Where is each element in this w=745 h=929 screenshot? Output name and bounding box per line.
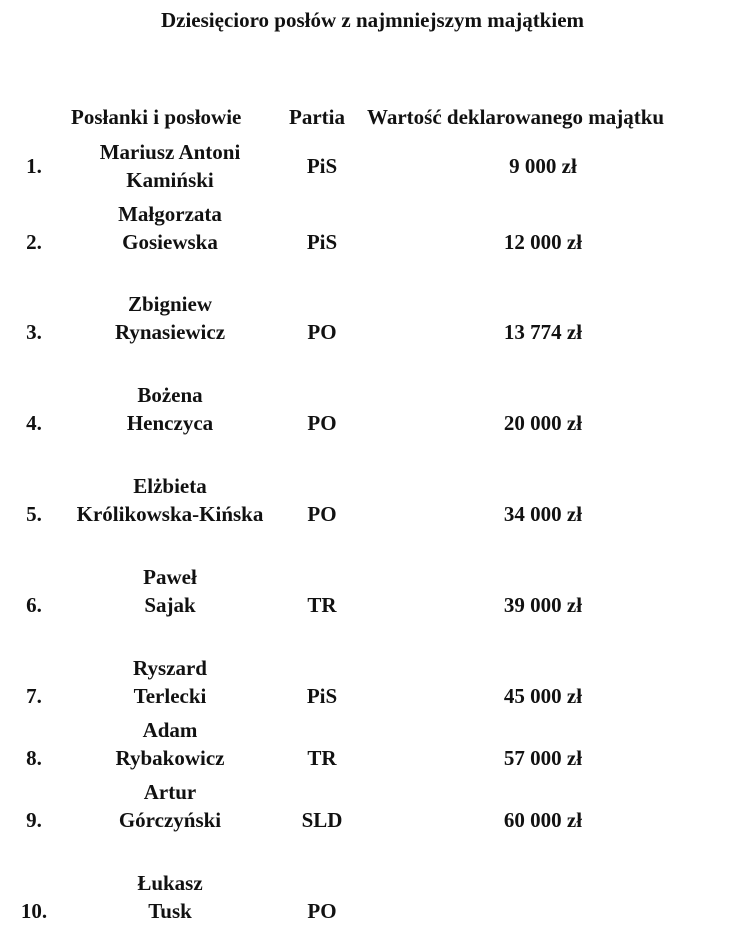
first-name: Zbigniew <box>127 292 213 316</box>
row-number: 4. <box>26 411 42 435</box>
asset-value: 45 000 zł <box>503 684 583 708</box>
member-name: Małgorzata Gosiewska <box>50 200 290 256</box>
last-name: Rynasiewicz <box>114 320 226 344</box>
party: PO <box>307 411 337 435</box>
table-row: 2. Małgorzata Gosiewska PiS 12 000 zł <box>0 200 745 260</box>
party: PO <box>307 899 337 923</box>
last-name: Rybakowicz <box>115 746 225 770</box>
table-row: 1. Mariusz Antoni Kamiński PiS 9 000 zł <box>0 138 745 198</box>
last-name: Sajak <box>144 593 196 617</box>
first-name: Bożena <box>137 383 203 407</box>
asset-value: 12 000 zł <box>503 230 583 254</box>
first-name: Paweł <box>143 565 197 589</box>
row-number: 3. <box>26 320 42 344</box>
party: PO <box>307 502 337 526</box>
asset-value: 57 000 zł <box>503 746 583 770</box>
table-row: 7. Ryszard Terlecki PiS 45 000 zł <box>0 654 745 714</box>
last-name: Gosiewska <box>122 230 218 254</box>
asset-value: 39 000 zł <box>503 593 583 617</box>
member-name: Łukasz Tusk <box>50 869 290 925</box>
first-name: Mariusz Antoni <box>99 140 241 164</box>
table-row: 8. Adam Rybakowicz TR 57 000 zł <box>0 716 745 776</box>
header-party: Partia <box>289 105 345 129</box>
row-number: 6. <box>26 593 42 617</box>
first-name: Artur <box>143 780 197 804</box>
member-name: Artur Górczyński <box>50 778 290 834</box>
row-number: 1. <box>26 154 42 178</box>
last-name: Górczyński <box>118 808 222 832</box>
page-title: Dziesięcioro posłów z najmniejszym mająt… <box>160 8 585 32</box>
table-row: 9. Artur Górczyński SLD 60 000 zł <box>0 778 745 838</box>
member-name: Ryszard Terlecki <box>50 654 290 710</box>
row-number: 2. <box>26 230 42 254</box>
member-name: Mariusz Antoni Kamiński <box>50 138 290 194</box>
table-row: 3. Zbigniew Rynasiewicz PO 13 774 zł <box>0 290 745 350</box>
header-name: Posłanki i posłowie <box>71 105 242 129</box>
row-number: 10. <box>20 899 48 923</box>
party: PiS <box>306 154 338 178</box>
asset-value: 60 000 zł <box>503 808 583 832</box>
row-number: 9. <box>26 808 42 832</box>
member-name: Elżbieta Królikowska-Kińska <box>50 472 290 528</box>
member-name: Zbigniew Rynasiewicz <box>50 290 290 346</box>
party: TR <box>307 746 337 770</box>
last-name: Królikowska-Kińska <box>76 502 264 526</box>
first-name: Łukasz <box>137 871 203 895</box>
table-row: 4. Bożena Henczyca PO 20 000 zł <box>0 381 745 441</box>
party: PO <box>307 320 337 344</box>
last-name: Tusk <box>148 899 192 923</box>
member-name: Paweł Sajak <box>50 563 290 619</box>
party: PiS <box>306 684 338 708</box>
member-name: Adam Rybakowicz <box>50 716 290 772</box>
last-name: Terlecki <box>133 684 207 708</box>
header-value: Wartość deklarowanego majątku <box>367 105 665 129</box>
row-number: 7. <box>26 684 42 708</box>
table-row: 5. Elżbieta Królikowska-Kińska PO 34 000… <box>0 472 745 532</box>
party: SLD <box>301 808 343 832</box>
row-number: 8. <box>26 746 42 770</box>
last-name: Henczyca <box>126 411 214 435</box>
party: PiS <box>306 230 338 254</box>
asset-value: 13 774 zł <box>503 320 583 344</box>
first-name: Ryszard <box>133 656 207 680</box>
party: TR <box>307 593 337 617</box>
row-number: 5. <box>26 502 42 526</box>
table-row: 10. Łukasz Tusk PO <box>0 869 745 929</box>
first-name: Małgorzata <box>118 202 222 226</box>
asset-value: 9 000 zł <box>509 154 577 178</box>
asset-value: 20 000 zł <box>503 411 583 435</box>
last-name: Kamiński <box>126 168 214 192</box>
asset-value: 34 000 zł <box>503 502 583 526</box>
table-row: 6. Paweł Sajak TR 39 000 zł <box>0 563 745 623</box>
member-name: Bożena Henczyca <box>50 381 290 437</box>
first-name: Elżbieta <box>133 474 207 498</box>
first-name: Adam <box>142 718 198 742</box>
